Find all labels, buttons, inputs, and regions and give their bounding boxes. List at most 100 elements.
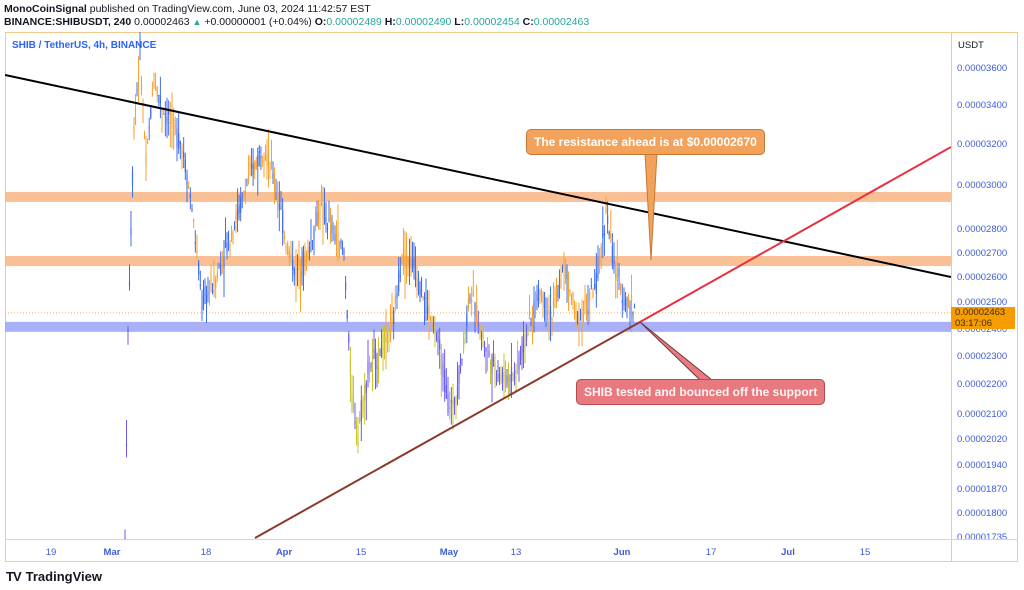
candle-body (558, 279, 561, 287)
candle-body (518, 360, 520, 370)
candle-body (183, 151, 185, 159)
candle-body (273, 184, 276, 186)
candle-body (428, 307, 430, 319)
time-tick-label: 13 (510, 547, 522, 558)
candle-body (445, 384, 447, 399)
candle-body (618, 268, 620, 277)
candle-body (485, 347, 487, 353)
candle-body (230, 232, 233, 236)
close-label: C: (522, 16, 534, 28)
candle-body (447, 393, 449, 413)
currency-label[interactable]: USDT (958, 40, 984, 51)
candle-body (525, 333, 528, 342)
candle-body (173, 118, 175, 137)
candle-body (348, 333, 350, 343)
candle-body (603, 233, 605, 236)
candle-body (632, 312, 634, 316)
candle-body (376, 366, 378, 369)
candle-body (156, 87, 158, 97)
candle-body (374, 348, 377, 370)
candle-body (519, 354, 522, 360)
open-label: O: (314, 16, 327, 28)
candle-body (566, 266, 568, 280)
time-axis-border (5, 539, 1018, 540)
candle-body (288, 251, 290, 259)
candle-body (386, 332, 389, 344)
candle-body (199, 284, 201, 287)
candle-body (373, 350, 375, 353)
candle-body (489, 367, 492, 369)
candle-body (380, 345, 383, 358)
price-tick-label: 0.00002300 (957, 350, 1008, 362)
candle-body (420, 279, 423, 294)
support-callout: SHIB tested and bounced off the support (576, 379, 826, 405)
candle-body (302, 250, 305, 271)
candle-body (549, 306, 552, 321)
candle-body (545, 310, 547, 312)
candle-body (417, 277, 420, 291)
candle-body (513, 370, 516, 381)
candle-body (590, 285, 592, 287)
candle-body (166, 117, 168, 124)
candle-body (314, 222, 317, 227)
candle-body (469, 297, 471, 301)
candle-body (282, 210, 284, 234)
time-tick-label: Apr (275, 547, 293, 558)
candle-body (542, 294, 544, 305)
candle-body (551, 317, 553, 323)
chart-plot-area[interactable] (5, 32, 951, 540)
ascending-support-extension-trendline (639, 146, 951, 323)
author-name[interactable]: MonoCoinSignal (4, 3, 87, 15)
candle-body (507, 375, 510, 380)
candle-body (298, 258, 300, 271)
candle-body (411, 258, 414, 269)
candle-body (220, 264, 222, 275)
resistance-lower-zone (5, 256, 951, 267)
candle-body (540, 293, 543, 295)
candle-body (467, 298, 469, 310)
candle-body (364, 385, 366, 401)
candle-body (573, 305, 576, 311)
candle-body (179, 140, 181, 145)
candle-body (365, 382, 367, 394)
candle-body (223, 263, 225, 269)
candle-body (500, 373, 502, 376)
candle-body (404, 257, 406, 269)
candle-body (548, 309, 550, 314)
candle-body (243, 191, 245, 196)
candle-body (316, 212, 318, 226)
candle-body (216, 272, 218, 278)
candle-body (131, 172, 134, 186)
candle-body (563, 262, 565, 270)
candle-body (283, 235, 285, 240)
candle-body (143, 135, 146, 139)
candle-body (189, 194, 191, 198)
price-axis[interactable] (951, 32, 1018, 562)
candle-body (186, 174, 188, 189)
candle-body (184, 159, 186, 172)
candle-body (232, 232, 234, 241)
candle-body (140, 83, 143, 91)
candle-body (613, 260, 615, 269)
candle-body (561, 265, 564, 267)
candle-body (422, 296, 424, 299)
candle-body (346, 310, 348, 319)
candle-body (158, 94, 160, 96)
candle-body (254, 162, 256, 169)
candle-body (280, 207, 282, 209)
candle-body (124, 537, 126, 540)
candle-body (608, 231, 610, 236)
candle-body (338, 241, 341, 252)
candle-body (407, 259, 409, 264)
candle-body (263, 159, 265, 161)
candle-body (145, 153, 147, 167)
candle-body (299, 278, 302, 282)
candle-body (296, 267, 299, 270)
candle-body (260, 156, 262, 159)
candle-body (349, 358, 351, 377)
time-tick-label: 17 (705, 547, 717, 558)
candle-body (626, 304, 628, 306)
candle-body (611, 245, 613, 264)
low-label: L: (454, 16, 465, 28)
candle-body (495, 376, 498, 378)
